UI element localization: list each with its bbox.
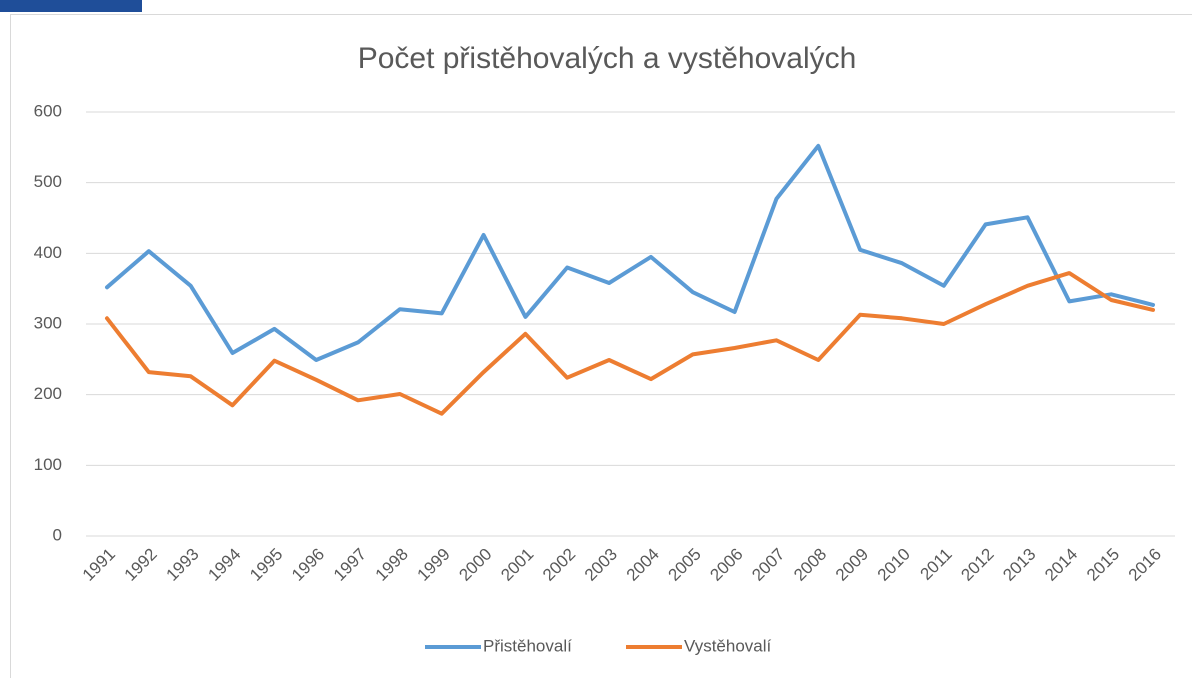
x-tick-label: 2003 xyxy=(581,545,621,585)
x-tick-label: 1993 xyxy=(162,545,202,585)
x-tick-label: 2005 xyxy=(665,545,705,585)
x-tick-label: 2006 xyxy=(706,545,746,585)
x-tick-label: 2015 xyxy=(1083,545,1123,585)
x-tick-label: 2013 xyxy=(999,545,1039,585)
x-tick-label: 2009 xyxy=(832,545,872,585)
x-tick-label: 1997 xyxy=(330,545,370,585)
y-tick-label: 300 xyxy=(34,313,62,332)
x-tick-label: 1995 xyxy=(246,545,286,585)
x-tick-label: 1999 xyxy=(414,545,454,585)
x-tick-label: 1996 xyxy=(288,545,328,585)
x-tick-label: 2014 xyxy=(1041,545,1081,585)
y-tick-label: 500 xyxy=(34,172,62,191)
x-tick-label: 2004 xyxy=(623,545,663,585)
series-line xyxy=(105,143,1155,362)
x-tick-label: 1994 xyxy=(204,545,244,585)
header-block xyxy=(0,0,142,12)
x-tick-label: 1991 xyxy=(79,545,119,585)
y-tick-label: 100 xyxy=(34,455,62,474)
y-tick-label: 0 xyxy=(53,525,62,544)
legend-label: Vystěhovalí xyxy=(684,636,772,655)
x-tick-label: 2012 xyxy=(957,545,997,585)
chart-title: Počet přistěhovalých a vystěhovalých xyxy=(358,42,857,75)
x-tick-label: 2010 xyxy=(874,545,914,585)
x-tick-label: 1992 xyxy=(121,545,161,585)
x-tick-label: 1998 xyxy=(372,545,412,585)
y-tick-label: 600 xyxy=(34,101,62,120)
chart-border xyxy=(10,14,1192,678)
x-tick-label: 2011 xyxy=(917,545,956,584)
x-tick-label: 2007 xyxy=(748,545,788,585)
x-tick-label: 2001 xyxy=(497,545,537,585)
x-tick-label: 2002 xyxy=(539,545,579,585)
x-tick-label: 2008 xyxy=(790,545,830,585)
y-tick-label: 200 xyxy=(34,384,62,403)
x-tick-label: 2016 xyxy=(1125,545,1165,585)
y-tick-label: 400 xyxy=(34,243,62,262)
x-tick-label: 2000 xyxy=(455,545,495,585)
series-line xyxy=(105,271,1155,416)
legend-label: Přistěhovalí xyxy=(483,636,572,655)
